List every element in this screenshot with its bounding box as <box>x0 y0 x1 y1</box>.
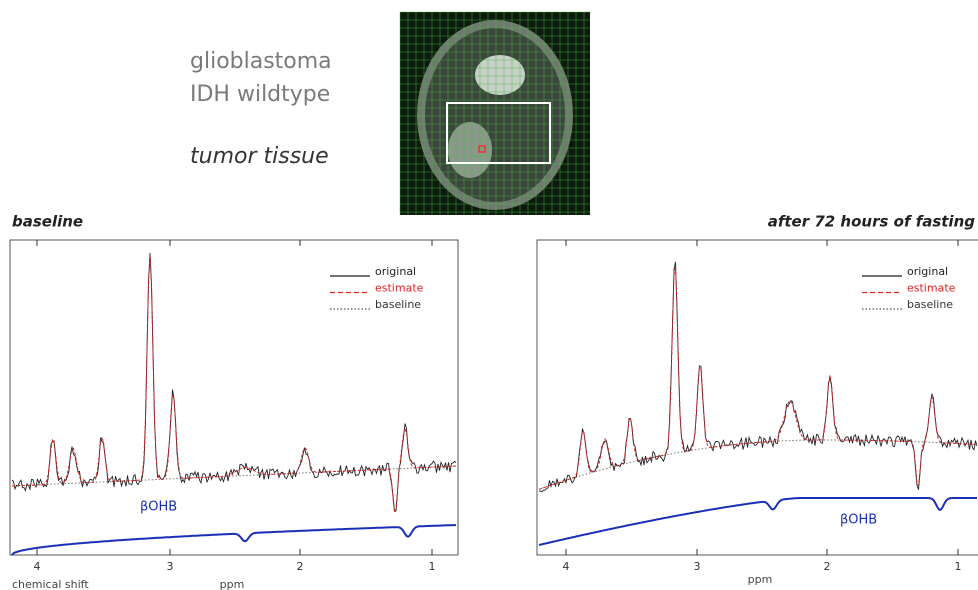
x-tick-label: 4 <box>34 560 41 573</box>
estimate-spectrum <box>538 265 978 490</box>
legend-label: original <box>907 265 948 278</box>
plot-frame <box>9 239 459 556</box>
original-spectrum <box>11 252 457 513</box>
x-tick-label: 1 <box>955 560 962 573</box>
bohb-spectrum <box>11 524 457 556</box>
x-tick-label: 2 <box>824 560 831 573</box>
region-label: tumor tissue <box>190 144 329 169</box>
original-spectrum <box>538 261 978 493</box>
legend-label: baseline <box>375 298 421 311</box>
x-tick-label: 3 <box>694 560 701 573</box>
x-axis-label: ppm <box>748 573 773 586</box>
plot-frame <box>536 239 978 556</box>
x-caption: chemical shift <box>12 578 89 590</box>
x-tick-label: 3 <box>167 560 174 573</box>
diagnosis-line: glioblastoma <box>190 49 332 74</box>
mri-image <box>399 11 590 215</box>
metabolite-label: βOHB <box>840 513 877 528</box>
x-tick-label: 1 <box>429 560 436 573</box>
baseline-curve <box>538 439 978 490</box>
legend-label: baseline <box>907 298 953 311</box>
legend-label: estimate <box>375 282 424 295</box>
diagnosis-line: IDH wildtype <box>190 82 330 107</box>
x-tick-label: 4 <box>563 560 570 573</box>
x-axis-label: ppm <box>220 578 245 590</box>
bohb-spectrum <box>538 497 977 546</box>
legend-label: estimate <box>907 282 956 295</box>
metabolite-label: βOHB <box>140 500 177 515</box>
legend-label: original <box>375 265 416 278</box>
x-tick-label: 2 <box>297 560 304 573</box>
panel-title: baseline <box>12 213 83 231</box>
panel-title: after 72 hours of fasting <box>768 213 976 231</box>
